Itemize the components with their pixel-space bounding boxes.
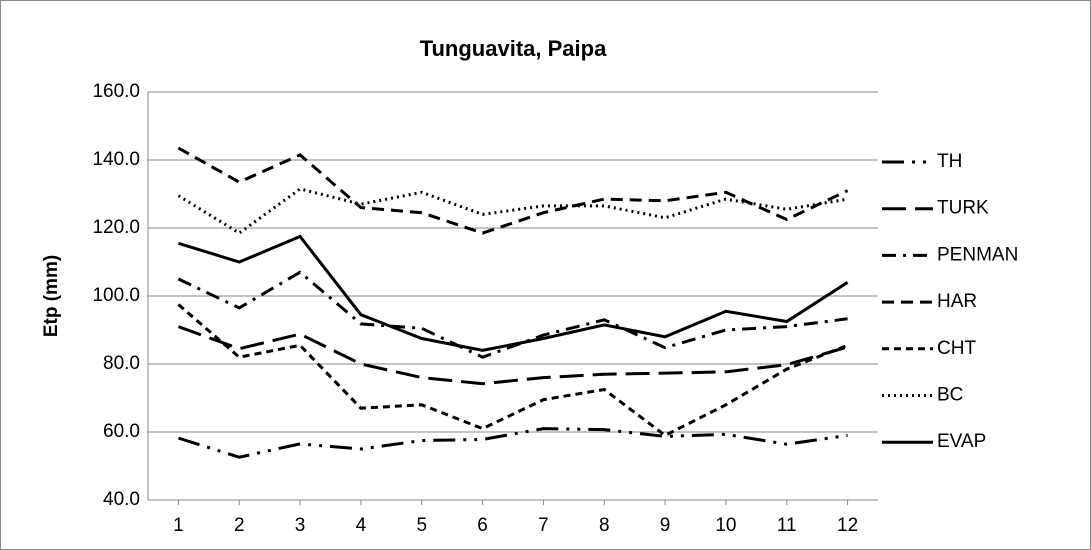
x-tick-label: 1 [173, 515, 184, 536]
legend-label: TURK [937, 198, 989, 219]
x-tick-label: 6 [477, 515, 488, 536]
y-tick-label: 80.0 [103, 353, 140, 374]
x-tick-label: 10 [715, 515, 736, 536]
legend-label: HAR [937, 291, 977, 312]
y-tick-label: 120.0 [92, 217, 140, 238]
x-tick-label: 11 [777, 515, 797, 536]
y-tick-label: 140.0 [92, 149, 140, 170]
x-tick-label: 9 [660, 515, 671, 536]
x-tick-label: 7 [538, 515, 549, 536]
y-tick-label: 100.0 [92, 285, 140, 306]
y-tick-label: 160.0 [92, 81, 140, 102]
series-line [177, 146, 849, 235]
legend-label: CHT [937, 338, 976, 359]
chart-title: Tunguavita, Paipa [420, 36, 607, 61]
legend-label: TH [937, 151, 962, 172]
series-line [177, 303, 849, 438]
legend-label: EVAP [937, 431, 986, 452]
x-tick-label: 8 [599, 515, 610, 536]
series-line [177, 270, 848, 359]
x-tick-label: 2 [234, 515, 245, 536]
series-line [177, 187, 848, 235]
legend-label: PENMAN [937, 244, 1018, 265]
x-tick-label: 4 [356, 515, 367, 536]
series-line [177, 427, 848, 459]
y-tick-label: 60.0 [103, 421, 140, 442]
x-tick-label: 5 [416, 515, 427, 536]
series-line [177, 234, 849, 352]
y-axis-label: Etp (mm) [41, 255, 62, 337]
x-tick-label: 12 [837, 515, 858, 536]
x-tick-label: 3 [295, 515, 306, 536]
legend-label: BC [937, 385, 963, 406]
series-line [177, 325, 849, 386]
y-tick-label: 40.0 [103, 489, 140, 510]
